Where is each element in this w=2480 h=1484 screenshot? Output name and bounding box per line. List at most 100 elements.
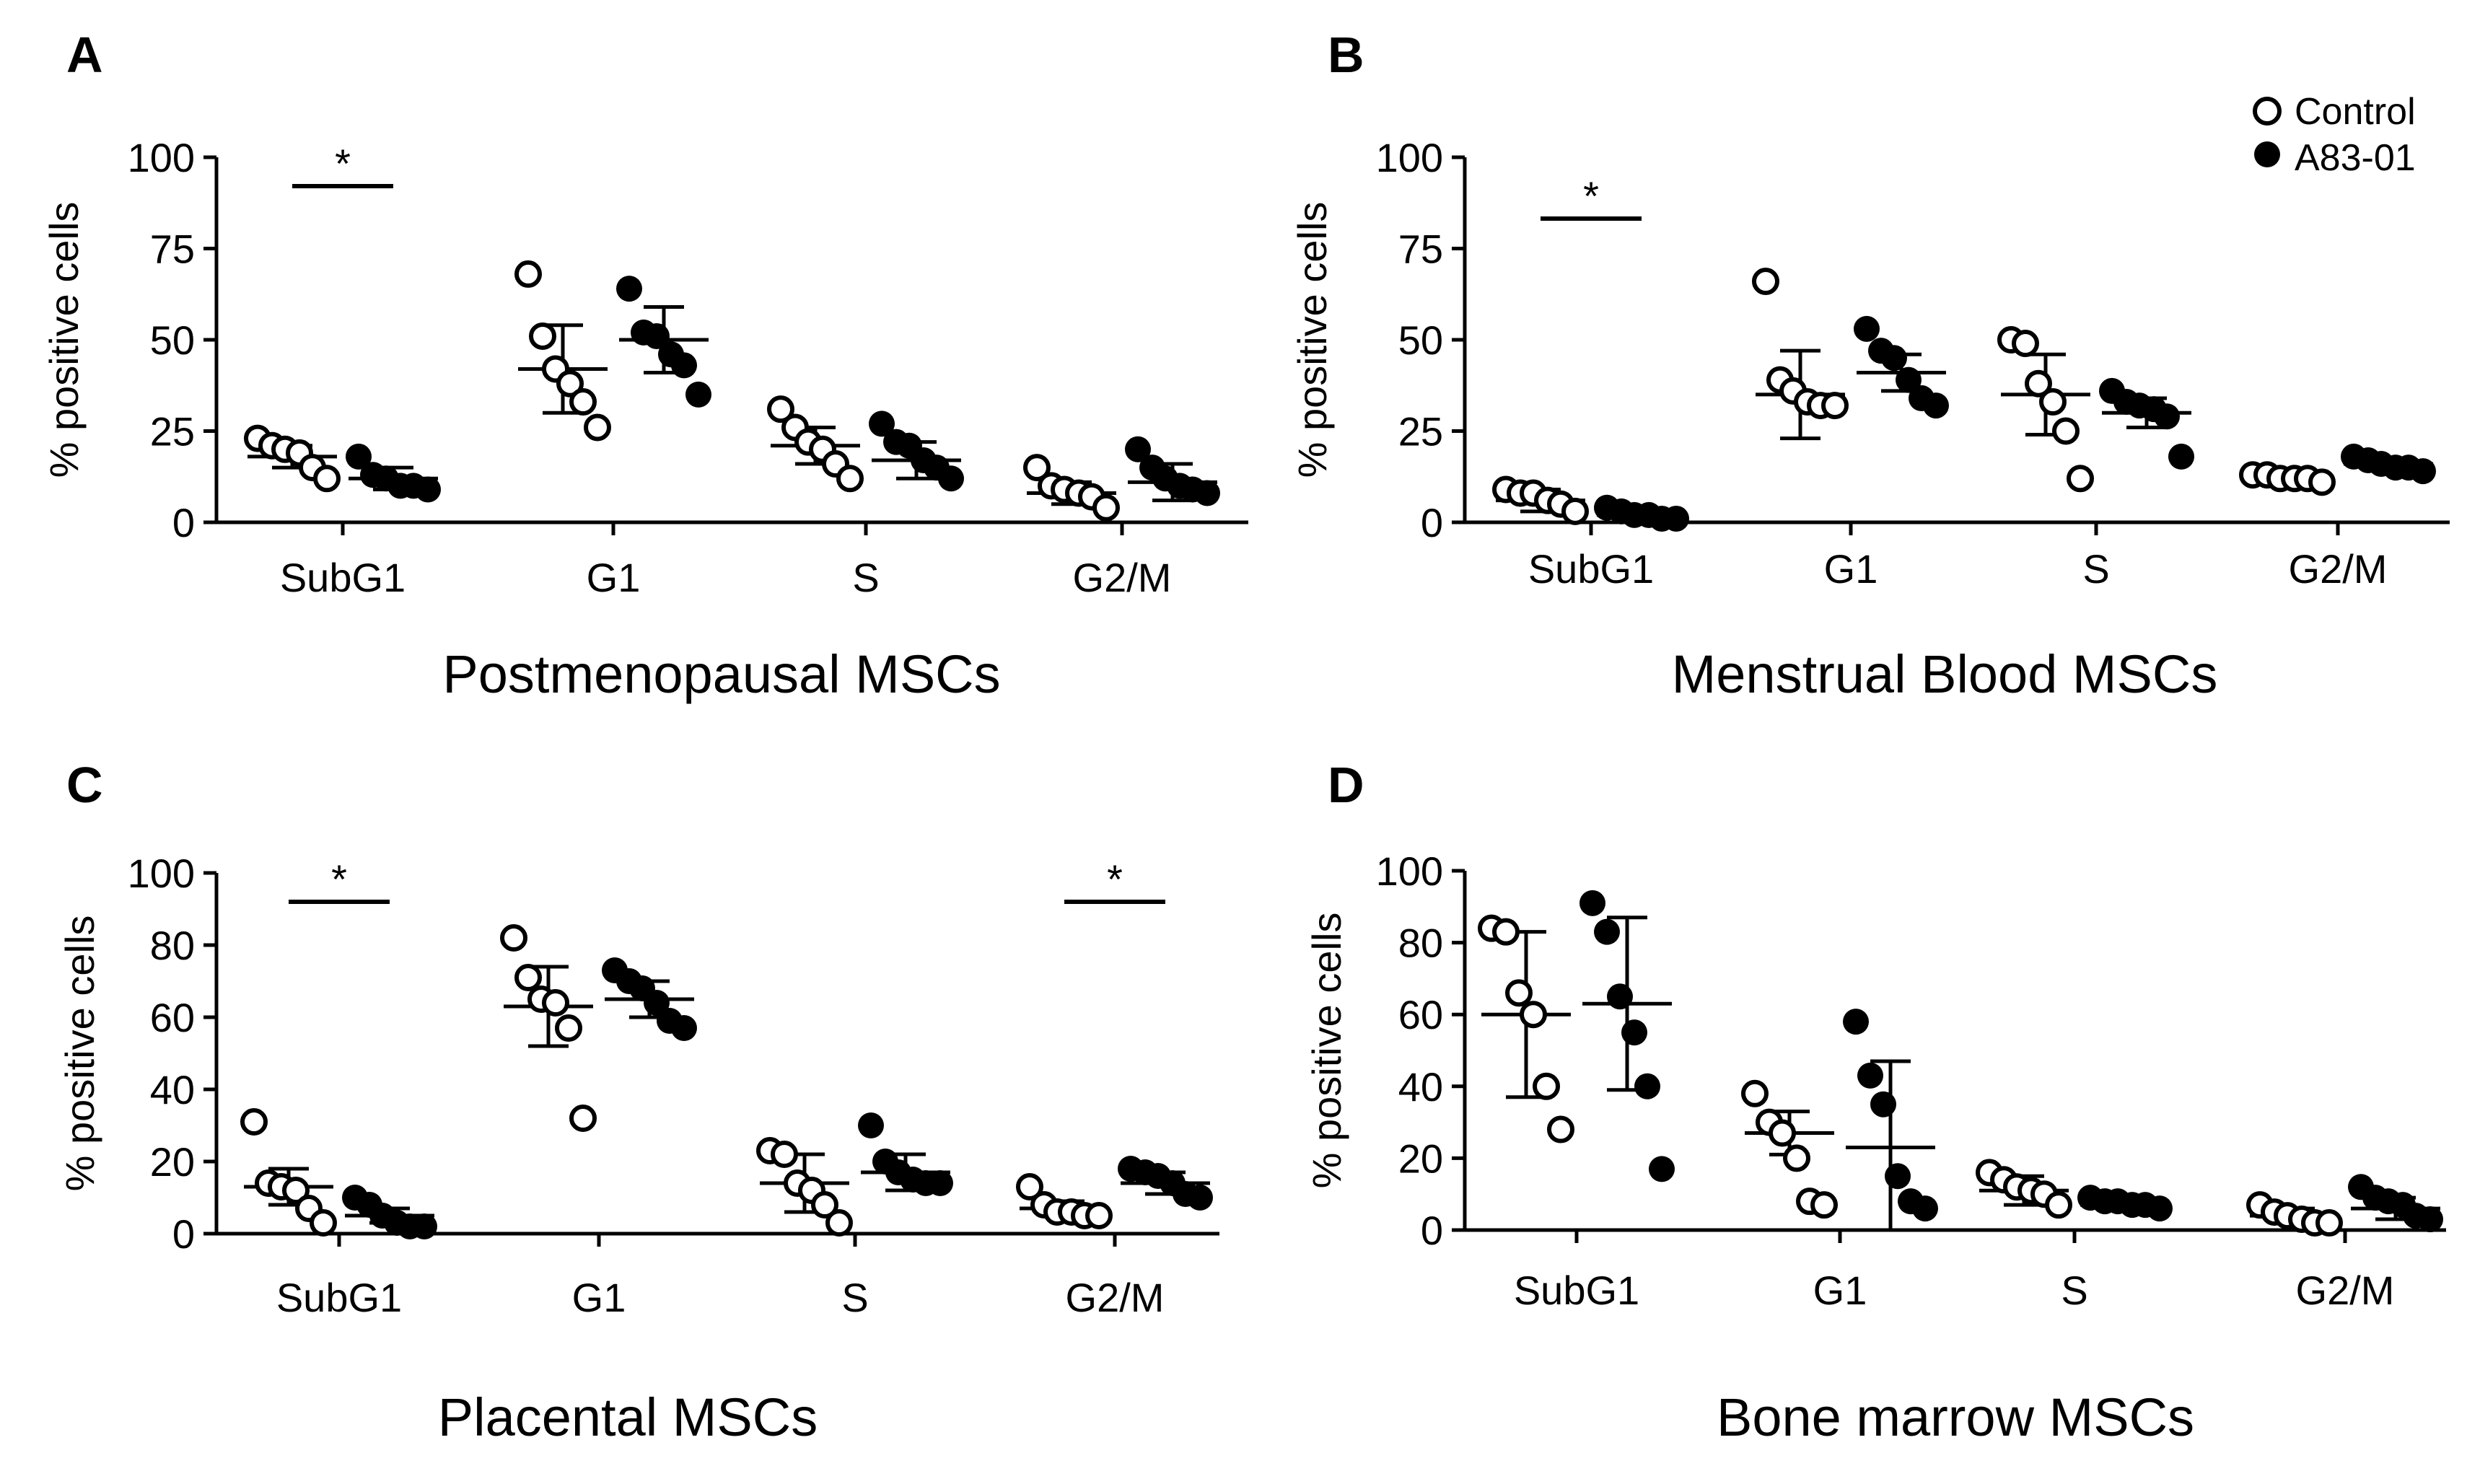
y-axis-label: % positive cells [57, 916, 102, 1192]
panel-title: Postmenopausal MSCs [442, 644, 1000, 704]
data-point-a8301 [2168, 443, 2194, 470]
x-tick-label: SubG1 [1528, 546, 1654, 592]
data-point-a8301 [2147, 1195, 2173, 1222]
x-tick-label: SubG1 [1514, 1268, 1639, 1313]
y-tick-label: 60 [1398, 992, 1443, 1037]
significance-star: * [335, 141, 351, 186]
data-point-a8301 [1870, 1091, 1896, 1118]
data-point-control [1547, 1115, 1574, 1143]
data-point-a8301 [415, 476, 441, 503]
data-point-control [313, 465, 341, 493]
x-tick-label: G2/M [1073, 555, 1172, 600]
y-axis-label: % positive cells [1289, 202, 1335, 478]
data-point-control [569, 388, 597, 416]
x-tick-label: S [852, 555, 879, 600]
data-point-control [1533, 1072, 1560, 1100]
data-point-control [2067, 465, 2094, 493]
panel-d: D 0 20 40 60 80 100 % positive cells SubG1 G1 S G2/… [1304, 757, 2446, 1447]
data-point-a8301 [1621, 1019, 1647, 1046]
data-point-control [1520, 1001, 1547, 1029]
data-point-a8301 [869, 410, 895, 437]
data-point-a8301 [1857, 1062, 1883, 1089]
data-point-a8301 [1194, 480, 1220, 506]
data-point-control [1769, 1119, 1796, 1147]
data-point-a8301 [1579, 890, 1605, 916]
data-point-a8301 [1885, 1163, 1911, 1190]
data-point-a8301 [1594, 918, 1620, 945]
data-point-a8301 [858, 1112, 884, 1138]
data-point-a8301 [671, 352, 697, 379]
y-axis-label: % positive cells [1304, 913, 1349, 1189]
legend: Control A83-01 [2253, 91, 2416, 179]
x-tick-label: S [2061, 1268, 2087, 1313]
y-tick-label: 80 [150, 923, 195, 968]
data-point-control [500, 924, 527, 952]
y-tick-label: 0 [1421, 500, 1443, 545]
data-point-a8301 [1896, 366, 1922, 393]
y-tick-label: 25 [150, 409, 195, 455]
significance-star: * [1107, 856, 1123, 902]
data-point-control [1492, 918, 1520, 946]
significance-star: * [1583, 173, 1599, 219]
data-point-a8301 [644, 322, 670, 349]
y-tick-label: 0 [172, 500, 195, 545]
data-point-a8301 [1881, 345, 1907, 372]
data-point-a8301 [1607, 983, 1633, 1010]
y-tick-label: 75 [1398, 227, 1443, 272]
legend-control-marker [2253, 97, 2282, 126]
y-tick-label: 50 [1398, 317, 1443, 363]
x-tick-label: G2/M [2289, 546, 2388, 592]
data-point-a8301 [1912, 1195, 1938, 1222]
data-point-control [529, 322, 556, 350]
data-point-control [569, 1105, 597, 1132]
y-tick-label: 0 [1421, 1208, 1443, 1253]
data-point-a8301 [685, 381, 711, 408]
legend-control-label: Control [2295, 91, 2416, 133]
data-point-control [767, 395, 794, 423]
data-point-a8301 [1649, 1156, 1675, 1182]
data-point-a8301 [616, 276, 642, 302]
data-point-control [1783, 1144, 1810, 1172]
x-tick-label: SubG1 [276, 1275, 402, 1320]
panel-letter: A [66, 27, 103, 83]
data-point-control [2045, 1191, 2072, 1219]
data-point-a8301 [1923, 392, 1949, 419]
data-point-control [2012, 330, 2039, 358]
y-tick-label: 80 [1398, 921, 1443, 966]
data-point-control [556, 369, 584, 398]
data-point-a8301 [2154, 403, 2180, 430]
y-tick-label: 50 [150, 317, 195, 363]
panel-title: Placental MSCs [438, 1387, 818, 1447]
data-point-control [514, 260, 542, 288]
data-point-control [1016, 1173, 1043, 1200]
y-tick-label: 20 [150, 1139, 195, 1185]
data-point-a8301 [2417, 1206, 2443, 1233]
data-point-a8301 [1843, 1009, 1869, 1035]
legend-a8301-label: A83-01 [2295, 137, 2416, 179]
data-point-control [1810, 1191, 1838, 1219]
y-tick-label: 40 [1398, 1064, 1443, 1110]
data-point-a8301 [1854, 315, 1880, 342]
data-point-a8301 [1125, 436, 1151, 462]
data-point-control [2308, 468, 2336, 496]
panel-title: Bone marrow MSCs [1717, 1387, 2194, 1447]
data-point-control [542, 989, 569, 1017]
data-point-control [1092, 493, 1120, 522]
panel-c: C 0 20 40 60 80 100 % positive cells SubG1 G1 S G2/… [57, 757, 1219, 1447]
x-tick-label: G1 [587, 555, 641, 600]
y-tick-label: 20 [1398, 1136, 1443, 1181]
data-point-control [1752, 268, 1779, 296]
x-tick-label: S [841, 1275, 868, 1320]
x-tick-label: SubG1 [280, 555, 406, 600]
data-point-a8301 [411, 1213, 437, 1239]
y-tick-label: 60 [150, 995, 195, 1040]
data-point-a8301 [671, 1015, 697, 1041]
y-tick-label: 100 [1376, 135, 1443, 180]
x-tick-label: S [2082, 546, 2109, 592]
data-point-control [825, 1209, 853, 1237]
data-point-a8301 [2410, 458, 2436, 485]
y-tick-label: 75 [150, 227, 195, 272]
x-tick-label: G1 [572, 1275, 626, 1320]
data-point-a8301 [644, 990, 670, 1016]
